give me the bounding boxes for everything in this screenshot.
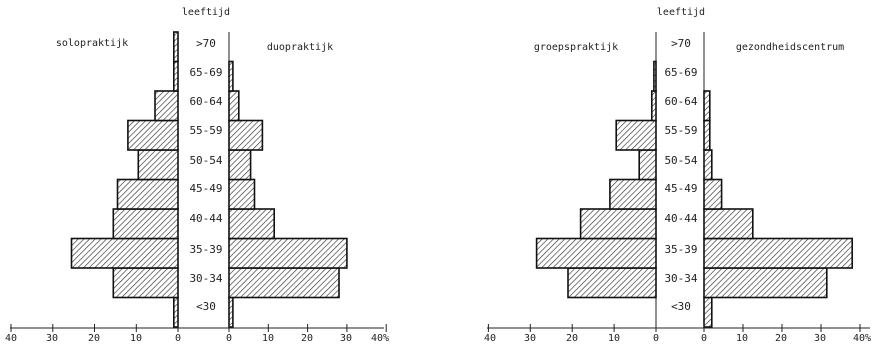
tick-labels: 40 30 20 10 0 0 10 20 30 40% <box>5 333 389 344</box>
bar-duopraktijk-65-69 <box>228 60 234 92</box>
bar-solopraktijk-35-39 <box>70 237 179 269</box>
series-label-solopraktijk: solopraktijk <box>56 38 128 49</box>
bars-group <box>70 31 348 328</box>
axis-title: leeftijd <box>657 7 705 18</box>
age-label: >70 <box>196 37 216 50</box>
tick-labels: 40 30 20 10 0 0 10 20 30 40% <box>484 333 871 344</box>
bar-solopraktijk-30-34 <box>112 267 179 299</box>
axis-title: leeftijd <box>182 7 230 18</box>
age-label: 40-44 <box>664 212 697 225</box>
bar-duopraktijk-50-54 <box>228 149 252 181</box>
age-label: 50-54 <box>189 154 222 167</box>
tick-label: 30 <box>524 333 536 344</box>
bar-gezondheidscentrum-35-39 <box>703 237 853 269</box>
pyramid-chart-2: 40 30 20 10 0 0 10 20 30 40% <30 30-34 3… <box>484 7 871 344</box>
bar-gezondheidscentrum-45-49 <box>703 178 723 210</box>
age-labels: <30 30-34 35-39 40-44 45-49 50-54 55-59 … <box>189 37 222 313</box>
bar-solopraktijk-55-59 <box>127 119 179 151</box>
bar-solopraktijk->70 <box>173 31 179 63</box>
age-label: 45-49 <box>189 182 222 195</box>
bar-duopraktijk-45-49 <box>228 178 256 210</box>
bar-groepspraktijk-30-34 <box>567 267 657 299</box>
tick-label: 0 <box>226 333 232 344</box>
bar-duopraktijk-60-64 <box>228 90 240 122</box>
tick-label: 10 <box>130 333 142 344</box>
bar-groepspraktijk-55-59 <box>615 119 657 151</box>
tick-marks <box>487 324 861 332</box>
bar-groepspraktijk-50-54 <box>638 149 657 181</box>
bar-gezondheidscentrum-60-64 <box>703 90 711 122</box>
tick-label: 10 <box>262 333 274 344</box>
tick-label: 30 <box>46 333 58 344</box>
bar-groepspraktijk-45-49 <box>609 178 657 210</box>
series-label-groepspraktijk: groepspraktijk <box>534 42 618 53</box>
bar-solopraktijk-<30 <box>173 296 179 328</box>
pyramid-chart-1: 40 30 20 10 0 0 10 20 30 40% <30 30-34 3… <box>5 7 389 344</box>
age-label: 30-34 <box>664 272 697 285</box>
bar-solopraktijk-45-49 <box>116 178 179 210</box>
bar-groepspraktijk-60-64 <box>650 90 657 122</box>
tick-label: 20 <box>301 333 313 344</box>
age-label: 30-34 <box>189 272 222 285</box>
bar-groepspraktijk-65-69 <box>653 60 657 92</box>
age-label: 65-69 <box>664 66 697 79</box>
age-label: 35-39 <box>664 243 697 256</box>
age-label: 60-64 <box>189 95 222 108</box>
bar-gezondheidscentrum-40-44 <box>703 208 754 240</box>
bar-gezondheidscentrum-50-54 <box>703 149 713 181</box>
tick-label: 40% <box>371 333 389 344</box>
bar-duopraktijk-55-59 <box>228 119 264 151</box>
bar-duopraktijk-30-34 <box>228 267 340 299</box>
tick-label: 40 <box>5 333 17 344</box>
bars-group <box>535 32 853 328</box>
bar-duopraktijk-40-44 <box>228 208 276 240</box>
tick-label: 40% <box>853 333 871 344</box>
age-label: <30 <box>196 300 216 313</box>
age-label: 50-54 <box>664 154 697 167</box>
age-label: <30 <box>671 300 691 313</box>
tick-label: 0 <box>653 333 659 344</box>
tick-label: 30 <box>340 333 352 344</box>
tick-label: 20 <box>775 333 787 344</box>
tick-label: 20 <box>88 333 100 344</box>
age-label: 35-39 <box>189 243 222 256</box>
tick-label: 0 <box>701 333 707 344</box>
tick-label: 10 <box>608 333 620 344</box>
tick-marks <box>10 324 387 332</box>
age-label: 40-44 <box>189 212 222 225</box>
bar-gezondheidscentrum-<30 <box>703 296 713 328</box>
series-label-duopraktijk: duopraktijk <box>267 42 333 53</box>
tick-label: 20 <box>566 333 578 344</box>
bar-duopraktijk-<30 <box>228 296 234 328</box>
age-label: 65-69 <box>189 66 222 79</box>
age-label: 45-49 <box>664 182 697 195</box>
tick-label: 40 <box>484 333 496 344</box>
age-labels: <30 30-34 35-39 40-44 45-49 50-54 55-59 … <box>664 37 697 313</box>
tick-label: 30 <box>814 333 826 344</box>
bar-solopraktijk-60-64 <box>154 90 179 122</box>
bar-groepspraktijk-40-44 <box>579 208 657 240</box>
tick-label: 0 <box>175 333 181 344</box>
bar-solopraktijk-65-69 <box>173 60 179 92</box>
bar-gezondheidscentrum-55-59 <box>703 119 711 151</box>
bar-gezondheidscentrum-30-34 <box>703 267 828 299</box>
bar-duopraktijk-35-39 <box>228 237 348 269</box>
age-label: 55-59 <box>189 124 222 137</box>
bar-groepspraktijk-35-39 <box>535 237 657 269</box>
age-label: 55-59 <box>664 124 697 137</box>
age-label: 60-64 <box>664 95 697 108</box>
age-label: >70 <box>671 37 691 50</box>
bar-solopraktijk-40-44 <box>112 208 179 240</box>
series-label-gezondheidscentrum: gezondheidscentrum <box>736 42 844 53</box>
tick-label: 10 <box>736 333 748 344</box>
bar-solopraktijk-50-54 <box>137 149 179 181</box>
